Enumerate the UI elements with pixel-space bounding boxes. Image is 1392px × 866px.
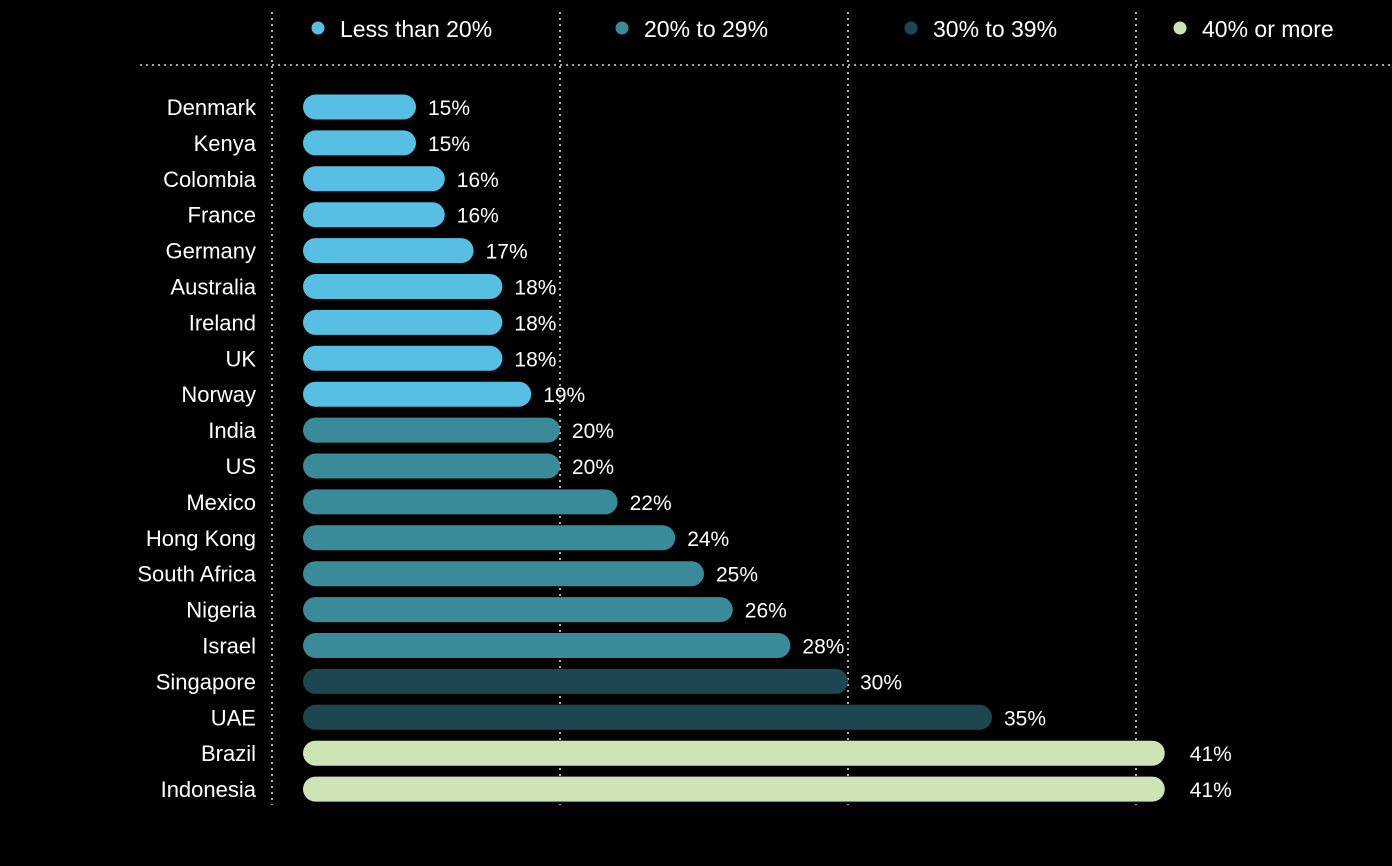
value-label: 17% [486,241,528,264]
value-label: 20% [572,420,614,443]
legend-label: 30% to 39% [933,16,1057,42]
bar-colombia [303,166,445,192]
category-labels: Denmark Kenya Colombia France Germany Austral… [137,95,257,802]
category-label: Denmark [167,95,257,120]
legend-label: 40% or more [1202,16,1334,42]
value-label: 18% [514,277,556,300]
bar-australia [303,274,503,299]
legend-dot [1173,21,1187,35]
value-label: 28% [802,636,844,659]
bar-denmark [303,94,416,120]
bar-nigeria [303,597,733,623]
category-label: Australia [170,275,256,300]
value-label: 19% [543,384,585,407]
value-label: 41% [1190,779,1232,802]
category-label: South Africa [137,562,256,587]
bar-hong-kong [303,525,676,551]
category-label: UK [225,346,256,371]
bar-brazil [303,740,1165,766]
value-label: 35% [1004,707,1046,730]
category-label: Brazil [201,741,256,766]
value-label: 18% [514,348,556,371]
legend: Less than 20% 20% to 29% 30% to 39% 40% or … [311,16,1334,42]
value-labels: 15% 15% 16% 16% 17% 18% 18% 18% 19% 20% 20% 22% 24% 2… [428,97,1232,802]
category-label: Hong Kong [146,526,256,551]
value-label: 24% [687,528,729,551]
bar-france [303,202,445,228]
value-label: 20% [572,456,614,479]
legend-item-2: 30% to 39% [904,16,1057,42]
value-label: 15% [428,97,470,120]
category-label: Colombia [163,167,257,192]
value-label: 26% [745,600,787,623]
value-label: 16% [457,169,499,192]
legend-item-0: Less than 20% [311,16,492,42]
bar-singapore [303,668,848,694]
bar-ireland [303,309,503,335]
value-label: 41% [1190,743,1232,766]
legend-item-3: 40% or more [1173,16,1334,42]
bar-uae [303,704,992,730]
category-label: Israel [202,634,256,659]
category-label: Nigeria [186,598,256,623]
bar-south-africa [303,561,704,587]
legend-label: 20% to 29% [644,16,768,42]
bar-indonesia [303,776,1165,802]
grid-lines [140,12,1392,805]
bar-kenya [303,130,416,156]
bars [303,94,1165,802]
category-label: Mexico [186,490,256,515]
bar-israel [303,633,791,658]
legend-dot [311,21,325,35]
legend-dot [615,21,629,35]
category-label: Singapore [156,669,256,694]
bar-us [303,453,560,479]
bar-uk [303,345,503,371]
category-label: Kenya [194,131,257,156]
value-label: 16% [457,205,499,228]
value-label: 30% [860,671,902,694]
bar-norway [303,381,532,407]
category-label: Ireland [189,310,256,335]
category-label: US [225,454,256,479]
bar-mexico [303,489,618,515]
bar-india [303,417,560,443]
bar-germany [303,238,474,264]
category-label: Indonesia [161,777,257,802]
value-label: 18% [514,312,556,335]
value-label: 22% [630,492,672,515]
legend-item-1: 20% to 29% [615,16,768,42]
legend-label: Less than 20% [340,16,492,42]
category-label: Norway [181,382,256,407]
value-label: 25% [716,564,758,587]
category-label: Germany [166,239,256,264]
legend-dot [904,21,918,35]
category-label: India [208,418,256,443]
category-label: UAE [211,705,256,730]
value-label: 15% [428,133,470,156]
category-label: France [188,203,256,228]
